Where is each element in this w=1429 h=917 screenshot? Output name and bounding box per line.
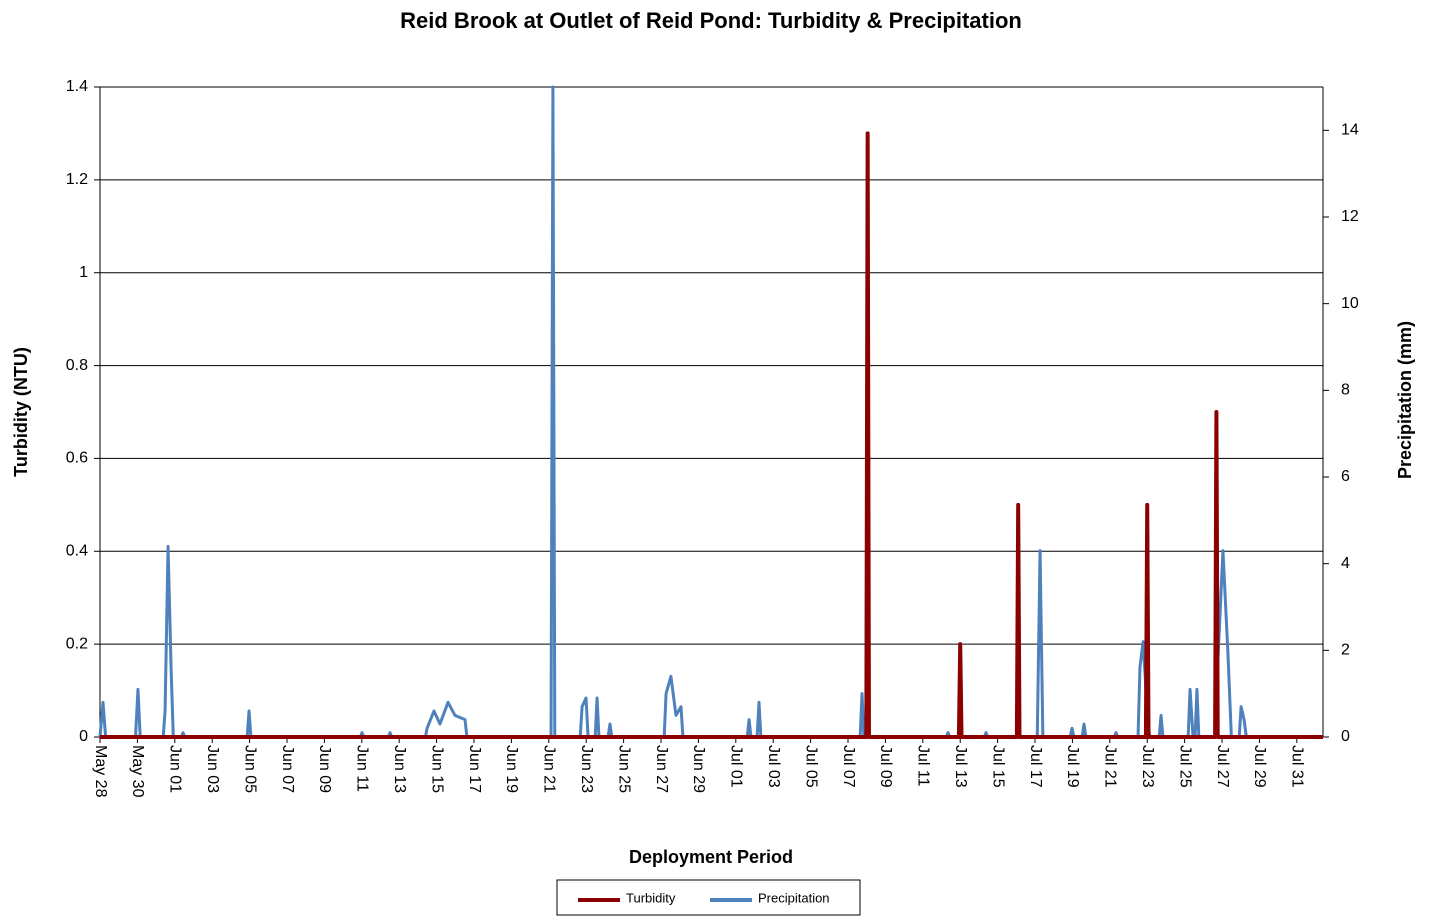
y-tick-label: 0	[79, 728, 88, 745]
x-tick-label: Jul 13	[952, 745, 969, 788]
y-tick-label: 0.6	[66, 450, 88, 467]
legend-label: Precipitation	[758, 890, 830, 905]
y-tick-label: 1.2	[66, 171, 88, 188]
x-tick-label: Jun 21	[541, 745, 558, 793]
x-tick-label: Jun 07	[279, 745, 296, 793]
x-tick-label: Jul 25	[1176, 745, 1193, 788]
x-tick-label: Jun 09	[316, 745, 333, 793]
x-tick-label: Jun 15	[428, 745, 445, 793]
y-tick-label: 0.4	[66, 543, 88, 560]
x-tick-label: Jul 15	[989, 745, 1006, 788]
y2-tick-label: 14	[1341, 122, 1359, 139]
x-tick-label: Jul 11	[915, 745, 932, 787]
x-tick-label: Jul 19	[1064, 745, 1081, 788]
x-tick-label: Jun 11	[354, 745, 371, 792]
x-tick-label: May 28	[92, 745, 109, 798]
x-tick-label: Jul 29	[1251, 745, 1268, 788]
x-tick-label: Jul 01	[728, 745, 745, 788]
x-tick-label: Jul 27	[1214, 745, 1231, 788]
x-tick-label: Jul 23	[1139, 745, 1156, 788]
chart-title: Reid Brook at Outlet of Reid Pond: Turbi…	[400, 8, 1022, 33]
y-tick-label: 0.2	[66, 635, 88, 652]
y2-tick-label: 6	[1341, 468, 1350, 485]
y2-tick-label: 10	[1341, 295, 1359, 312]
legend-label: Turbidity	[626, 890, 676, 905]
y-tick-label: 1	[79, 264, 88, 281]
x-tick-label: May 30	[129, 745, 146, 798]
x-tick-label: Jul 07	[840, 745, 857, 788]
legend-box	[556, 879, 861, 916]
y2-tick-label: 2	[1341, 642, 1350, 659]
x-tick-label: Jul 03	[765, 745, 782, 788]
x-tick-label: Jun 05	[241, 745, 258, 793]
x-axis-title: Deployment Period	[629, 847, 793, 867]
y-axis-title: Turbidity (NTU)	[11, 347, 31, 477]
x-tick-label: Jul 17	[1027, 745, 1044, 788]
y-tick-label: 0.8	[66, 357, 88, 374]
x-tick-label: Jun 17	[466, 745, 483, 793]
x-tick-label: Jun 23	[578, 745, 595, 793]
y2-tick-label: 4	[1341, 555, 1350, 572]
x-tick-label: Jun 25	[615, 745, 632, 793]
x-tick-label: Jul 21	[1102, 745, 1119, 788]
y-tick-label: 1.4	[66, 78, 88, 95]
y2-tick-label: 8	[1341, 382, 1350, 399]
x-tick-label: Jun 03	[204, 745, 221, 793]
x-tick-label: Jul 31	[1289, 745, 1306, 788]
y2-axis-title: Precipitation (mm)	[1395, 321, 1415, 479]
y2-tick-label: 12	[1341, 208, 1359, 225]
series-line	[98, 85, 1323, 739]
x-tick-label: Jul 05	[802, 745, 819, 788]
x-tick-label: Jun 01	[167, 745, 184, 793]
x-tick-label: Jun 29	[690, 745, 707, 793]
y2-tick-label: 0	[1341, 728, 1350, 745]
x-tick-label: Jun 13	[391, 745, 408, 793]
x-tick-label: Jul 09	[877, 745, 894, 788]
x-tick-label: Jun 19	[503, 745, 520, 793]
series-line	[100, 131, 1323, 739]
x-tick-label: Jun 27	[653, 745, 670, 793]
